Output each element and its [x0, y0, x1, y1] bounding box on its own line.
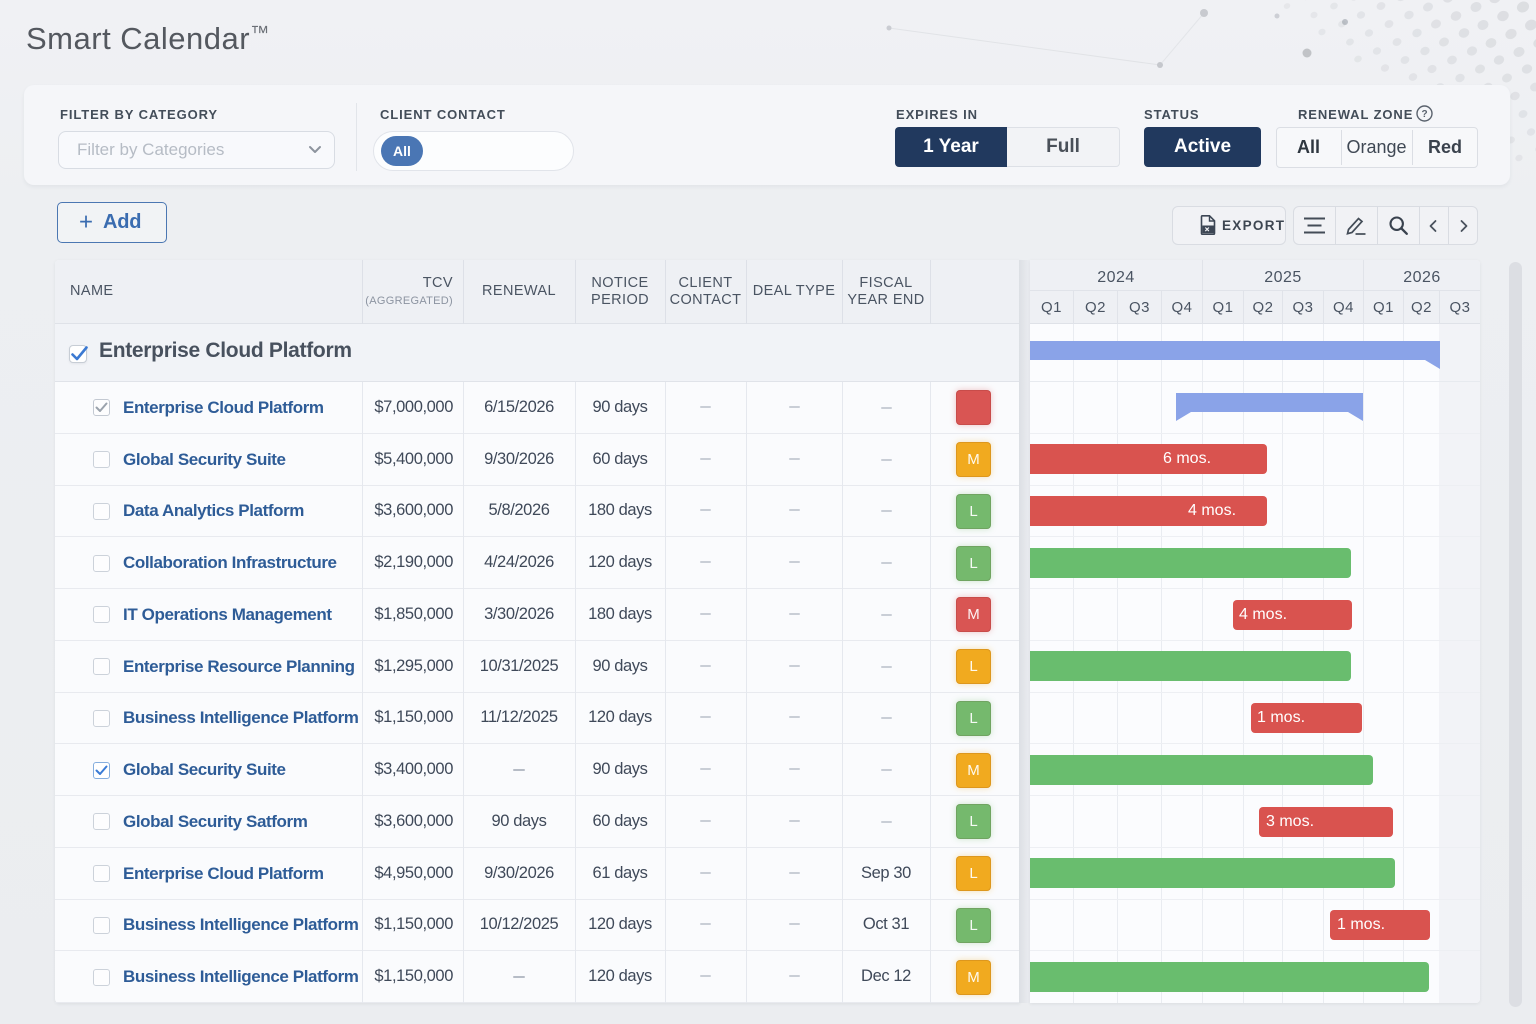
svg-text:?: ? [1421, 109, 1427, 120]
